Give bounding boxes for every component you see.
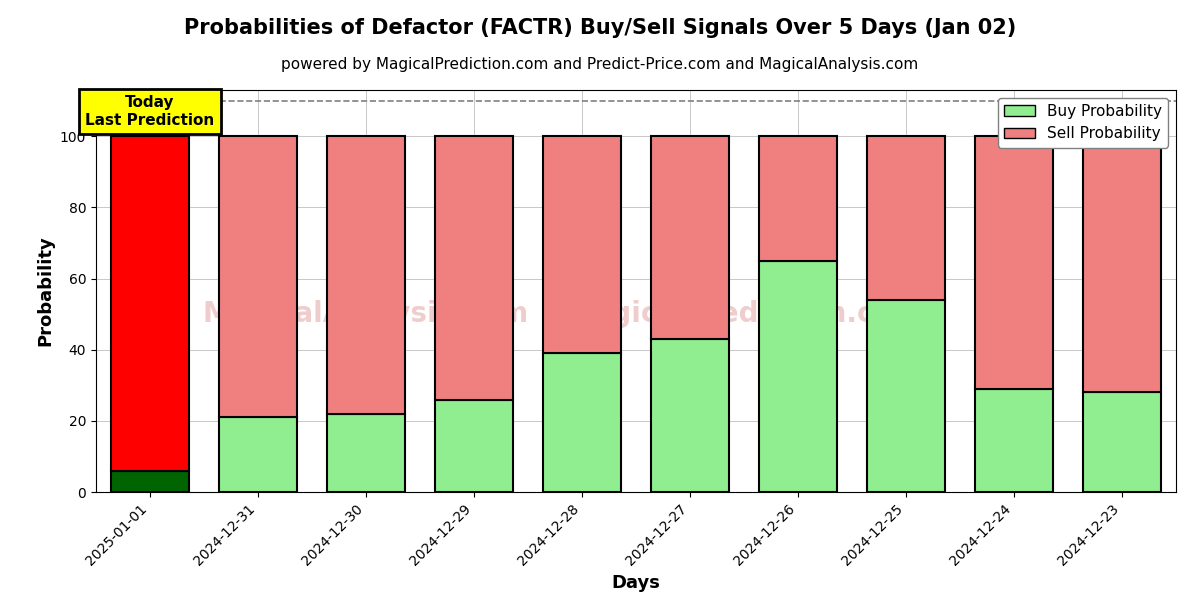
- Bar: [868, 136, 944, 300]
- Bar: [328, 414, 404, 492]
- Bar: [760, 136, 836, 261]
- Text: powered by MagicalPrediction.com and Predict-Price.com and MagicalAnalysis.com: powered by MagicalPrediction.com and Pre…: [281, 57, 919, 72]
- Text: Today
Last Prediction: Today Last Prediction: [85, 95, 215, 128]
- X-axis label: Days: Days: [612, 574, 660, 592]
- Bar: [220, 417, 296, 492]
- Text: MagicalAnalysis.com: MagicalAnalysis.com: [203, 300, 529, 328]
- Bar: [436, 136, 512, 400]
- Bar: [220, 136, 296, 417]
- Bar: [652, 136, 728, 339]
- Text: MagicalPrediction.com: MagicalPrediction.com: [565, 300, 923, 328]
- Bar: [436, 400, 512, 492]
- Bar: [1084, 392, 1160, 492]
- Bar: [328, 136, 404, 414]
- Bar: [652, 339, 728, 492]
- Y-axis label: Probability: Probability: [36, 236, 54, 346]
- Bar: [544, 353, 620, 492]
- Bar: [112, 136, 188, 470]
- Legend: Buy Probability, Sell Probability: Buy Probability, Sell Probability: [998, 98, 1169, 148]
- Bar: [868, 300, 944, 492]
- Bar: [760, 261, 836, 492]
- Bar: [1084, 136, 1160, 392]
- Bar: [544, 136, 620, 353]
- Bar: [112, 470, 188, 492]
- Bar: [976, 136, 1052, 389]
- Bar: [976, 389, 1052, 492]
- Text: Probabilities of Defactor (FACTR) Buy/Sell Signals Over 5 Days (Jan 02): Probabilities of Defactor (FACTR) Buy/Se…: [184, 18, 1016, 38]
